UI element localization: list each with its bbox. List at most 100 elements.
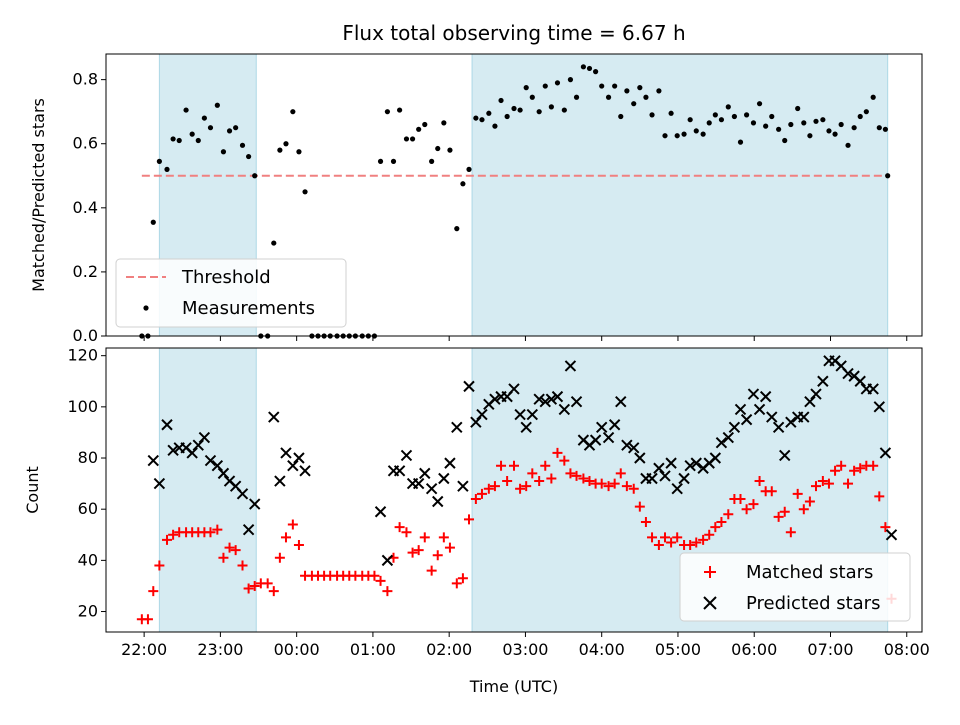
bottom-matched-point (369, 570, 380, 581)
bottom-matched-point (798, 504, 809, 515)
top-axes-frame (105, 53, 923, 337)
bottom-matched-point (855, 463, 866, 474)
bottom-matched-point (685, 540, 696, 551)
bottom-matched-point (565, 468, 576, 479)
bottom-matched-point (527, 468, 538, 479)
bottom-matched-point (521, 481, 532, 492)
top-data-point (885, 173, 891, 179)
top-data-point (731, 113, 737, 120)
top-data-point (189, 131, 195, 137)
top-data-point (649, 112, 655, 118)
top-shaded-span-1 (471, 53, 889, 337)
legend-threshold-label: Threshold (181, 267, 271, 288)
bottom-predicted-point (432, 495, 444, 508)
bottom-matched-point (823, 478, 834, 489)
bottom-matched-point (830, 465, 841, 476)
bottom-matched-point (868, 460, 879, 471)
top-data-point (492, 123, 498, 129)
bottom-predicted-point (539, 396, 551, 408)
top-data-point (681, 131, 687, 137)
top-data-point (536, 109, 542, 115)
bottom-matched-point (154, 560, 165, 571)
bottom-y-tick-label: 40 (78, 550, 98, 569)
bottom-matched-point (268, 586, 279, 597)
bottom-matched-point (243, 583, 254, 594)
bottom-matched-point (218, 552, 229, 563)
bottom-matched-point (609, 478, 620, 489)
bottom-predicted-point (438, 472, 450, 485)
bottom-matched-point (375, 575, 386, 586)
top-data-point (511, 105, 517, 112)
bottom-predicted-point (204, 454, 217, 467)
bottom-matched-point (704, 529, 715, 540)
legend-predicted-label: Predicted stars (746, 593, 880, 614)
bottom-predicted-point (236, 488, 249, 500)
top-y-tick-label: 0.0 (73, 326, 98, 345)
bottom-predicted-point (785, 416, 797, 428)
bottom-matched-point (596, 478, 607, 489)
bottom-matched-point (205, 527, 216, 538)
bottom-x-tick-label: 06:00 (731, 640, 777, 659)
bottom-predicted-point (425, 483, 438, 495)
bottom-predicted-point (551, 390, 564, 403)
top-data-point (176, 137, 182, 144)
legend-measurements-label: Measurements (182, 298, 315, 319)
top-data-point (662, 133, 668, 139)
top-data-point (390, 158, 397, 164)
top-data-point (718, 117, 725, 123)
bottom-matched-point (773, 511, 784, 522)
bottom-predicted-point (842, 367, 854, 380)
bottom-shaded-span-0 (158, 347, 257, 633)
bottom-x-tick-label: 05:00 (655, 640, 701, 659)
top-data-point (820, 117, 826, 123)
bottom-x-tick-label: 00:00 (274, 640, 320, 659)
bottom-matched-point (509, 460, 519, 471)
top-data-point (593, 69, 599, 75)
top-data-point (397, 107, 403, 113)
legend-matched-label: Matched stars (746, 562, 873, 583)
bottom-predicted-point (192, 439, 204, 451)
bottom-predicted-point (589, 434, 602, 446)
top-data-point (882, 126, 888, 132)
bottom-matched-point (401, 527, 412, 538)
bottom-axes-frame (105, 347, 923, 633)
bottom-matched-point (293, 540, 304, 551)
bottom-predicted-point (167, 444, 179, 457)
bottom-predicted-point (381, 554, 394, 567)
bottom-matched-point (880, 522, 891, 533)
bottom-predicted-point (489, 393, 501, 405)
bottom-matched-point (451, 578, 462, 589)
top-data-point (435, 145, 441, 152)
top-data-point (807, 133, 813, 139)
bottom-matched-point (691, 537, 702, 548)
bottom-series-1 (147, 355, 898, 567)
bottom-matched-point (224, 542, 235, 553)
top-data-point (195, 137, 201, 144)
bottom-matched-point (754, 476, 765, 487)
bottom-predicted-point (545, 393, 558, 405)
top-data-point (624, 88, 630, 94)
top-data-point (214, 102, 220, 108)
bottom-predicted-point (653, 462, 665, 474)
top-data-point (743, 112, 750, 118)
legend-predicted-swatch (703, 596, 717, 610)
bottom-matched-point (640, 516, 651, 527)
bottom-predicted-point (854, 375, 866, 387)
top-data-point (429, 158, 435, 164)
bottom-matched-point (849, 465, 860, 476)
top-data-point (656, 88, 662, 94)
bottom-matched-point (168, 529, 179, 540)
bottom-x-tick-label: 02:00 (426, 640, 472, 659)
top-data-point (826, 128, 832, 134)
top-data-point (561, 107, 567, 113)
bottom-matched-point (672, 532, 683, 543)
top-data-point (801, 120, 807, 126)
top-data-point (586, 65, 593, 72)
top-data-point (763, 123, 769, 129)
bottom-matched-point (212, 524, 223, 535)
top-data-point (377, 158, 384, 164)
bottom-matched-point (262, 578, 273, 589)
bottom-predicted-point (646, 472, 658, 485)
bottom-matched-point (716, 516, 727, 527)
bottom-matched-point (634, 501, 645, 512)
